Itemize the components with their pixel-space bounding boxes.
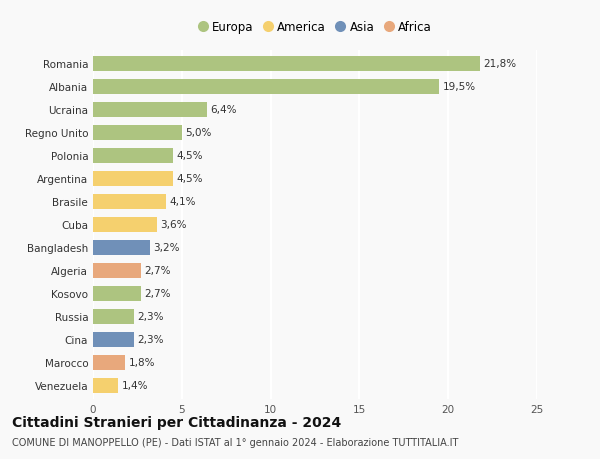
Bar (93, 172, 173, 186)
Bar (93, 378, 118, 392)
Bar (93, 286, 141, 301)
Text: COMUNE DI MANOPPELLO (PE) - Dati ISTAT al 1° gennaio 2024 - Elaborazione TUTTITA: COMUNE DI MANOPPELLO (PE) - Dati ISTAT a… (12, 437, 458, 447)
Text: 2,3%: 2,3% (137, 312, 164, 322)
Text: 1,4%: 1,4% (121, 381, 148, 391)
Bar (93, 195, 166, 209)
Bar (93, 57, 480, 71)
Bar (93, 149, 173, 163)
Bar (93, 241, 150, 255)
Text: 21,8%: 21,8% (484, 59, 517, 69)
Bar (93, 332, 134, 347)
Bar (93, 309, 134, 324)
Bar (93, 355, 125, 370)
Text: 1,8%: 1,8% (128, 358, 155, 368)
Text: 2,3%: 2,3% (137, 335, 164, 345)
Text: 3,2%: 3,2% (154, 243, 180, 253)
Bar (93, 218, 157, 232)
Legend: Europa, America, Asia, Africa: Europa, America, Asia, Africa (193, 16, 437, 39)
Bar (93, 126, 182, 140)
Bar (93, 103, 206, 117)
Text: 4,5%: 4,5% (176, 174, 203, 184)
Bar (93, 263, 141, 278)
Text: 6,4%: 6,4% (210, 105, 237, 115)
Text: 4,5%: 4,5% (176, 151, 203, 161)
Text: 3,6%: 3,6% (160, 220, 187, 230)
Text: 19,5%: 19,5% (443, 82, 476, 92)
Text: 2,7%: 2,7% (145, 289, 171, 299)
Text: Cittadini Stranieri per Cittadinanza - 2024: Cittadini Stranieri per Cittadinanza - 2… (12, 415, 341, 429)
Text: 5,0%: 5,0% (185, 128, 212, 138)
Text: 2,7%: 2,7% (145, 266, 171, 276)
Bar (93, 80, 439, 94)
Text: 4,1%: 4,1% (169, 197, 196, 207)
